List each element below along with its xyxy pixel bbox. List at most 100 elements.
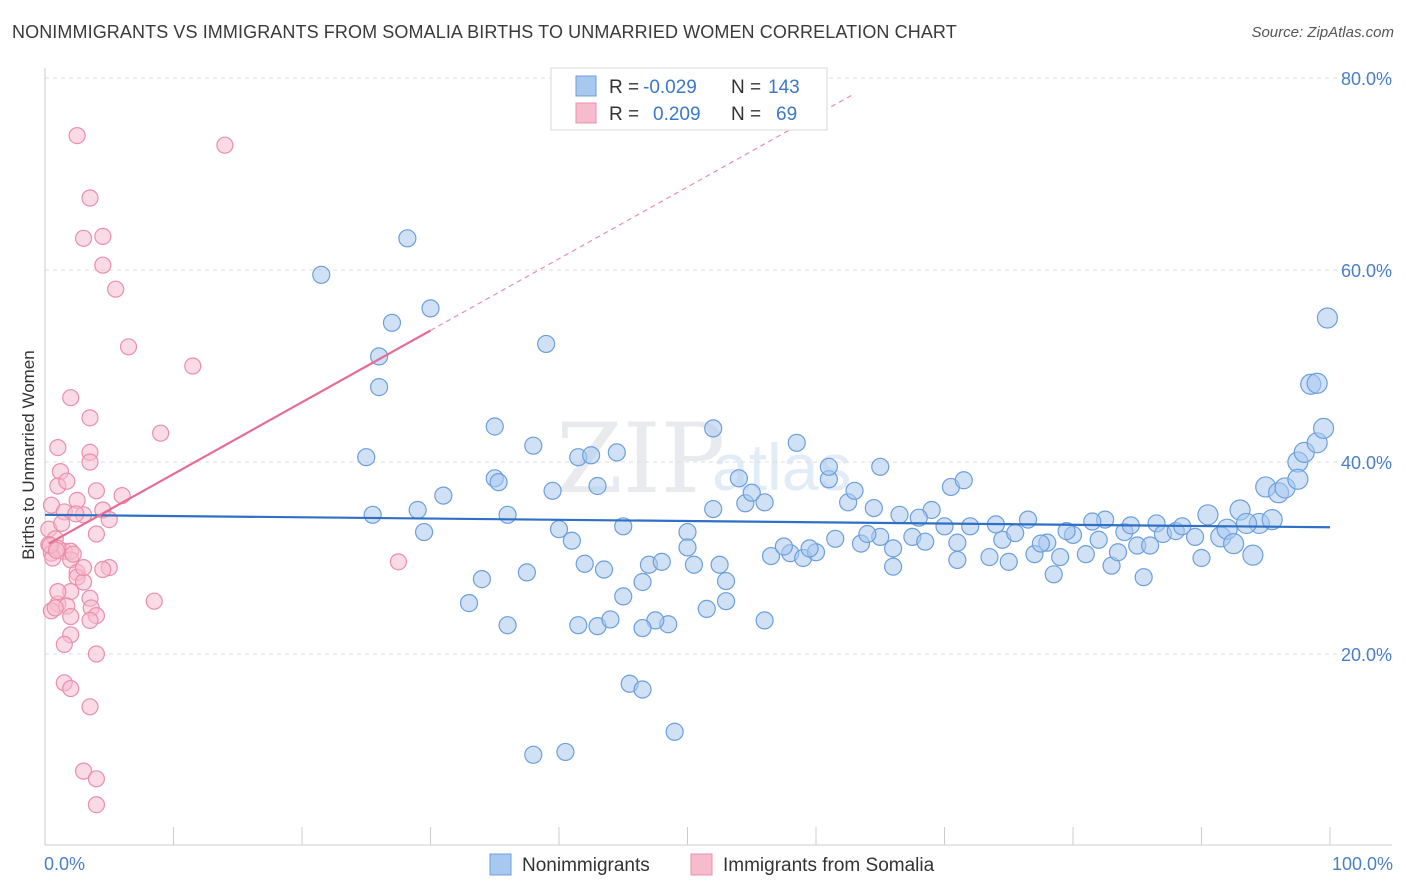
somalia-points bbox=[40, 127, 407, 814]
legend-n-label-1: N = bbox=[731, 77, 761, 98]
nonimmigrant-point-76 bbox=[1076, 545, 1095, 564]
somalia-point-54 bbox=[81, 698, 99, 716]
nonimmigrant-point-28 bbox=[459, 594, 479, 613]
somalia-point-9 bbox=[62, 389, 80, 407]
nonimmigrant-point-17 bbox=[543, 481, 562, 500]
nonimmigrant-point-83 bbox=[1134, 568, 1153, 587]
somalia-point-17 bbox=[87, 482, 106, 500]
nonimmigrant-point-13 bbox=[524, 436, 543, 455]
y-axis-label: Births to Unmarried Women bbox=[19, 350, 38, 559]
nonimmigrant-point-116 bbox=[948, 533, 967, 552]
nonimmigrant-point-7 bbox=[363, 505, 382, 524]
somalia-point-10 bbox=[81, 409, 99, 427]
nonimmigrant-point-114 bbox=[1031, 534, 1050, 553]
series-label-nonimmigrants: Nonimmigrants bbox=[522, 855, 650, 876]
nonimmigrant-point-61 bbox=[935, 517, 954, 536]
somalia-point-4 bbox=[94, 227, 112, 245]
nonimmigrant-point-134 bbox=[556, 742, 575, 762]
somalia-point-11 bbox=[152, 424, 170, 442]
nonimmigrant-point-24 bbox=[614, 517, 633, 536]
nonimmigrant-point-1 bbox=[398, 229, 417, 248]
nonimmigrant-point-135 bbox=[524, 745, 543, 764]
nonimmigrant-point-6 bbox=[537, 334, 556, 354]
nonimmigrant-point-16 bbox=[498, 505, 517, 524]
nonimmigrant-point-73 bbox=[1044, 565, 1063, 584]
nonimmigrant-point-129 bbox=[633, 618, 652, 638]
nonimmigrant-point-138 bbox=[498, 616, 517, 635]
legend-r-value-2: 0.209 bbox=[653, 104, 701, 125]
nonimmigrant-point-117 bbox=[909, 508, 928, 527]
series-swatch-nonimmigrants bbox=[489, 853, 512, 876]
somalia-point-61 bbox=[46, 599, 64, 617]
nonimmigrant-point-37 bbox=[716, 571, 736, 591]
legend-r-label-2: R = bbox=[609, 104, 639, 125]
nonimmigrant-point-49 bbox=[819, 457, 838, 476]
nonimmigrant-point-22 bbox=[607, 443, 626, 462]
somalia-point-48 bbox=[81, 611, 99, 630]
somalia-point-58 bbox=[145, 592, 163, 610]
nonimmigrant-point-94 bbox=[1242, 544, 1264, 566]
y-tick-label-3: 80.0% bbox=[1341, 69, 1392, 89]
somalia-point-63 bbox=[58, 472, 76, 490]
nonimmigrant-point-10 bbox=[414, 522, 434, 542]
nonimmigrant-point-68 bbox=[999, 552, 1018, 571]
nonimmigrant-point-26 bbox=[517, 563, 536, 582]
nonimmigrant-point-136 bbox=[601, 610, 620, 629]
trend-lines bbox=[44, 93, 1331, 545]
nonimmigrant-point-77 bbox=[1089, 530, 1108, 549]
nonimmigrant-point-109 bbox=[1223, 532, 1245, 555]
y-tick-label-0: 20.0% bbox=[1341, 645, 1392, 665]
source-label: Source: ZipAtlas.com bbox=[1251, 24, 1394, 41]
nonimmigrant-point-59 bbox=[916, 532, 935, 551]
somalia-point-51 bbox=[87, 645, 106, 663]
somalia-trend-line bbox=[48, 329, 432, 545]
nonimmigrant-point-70 bbox=[1018, 510, 1038, 529]
somalia-point-1 bbox=[216, 136, 234, 154]
nonimmigrant-point-53 bbox=[864, 498, 883, 518]
somalia-point-5 bbox=[94, 256, 112, 274]
axes bbox=[44, 68, 1392, 846]
nonimmigrant-point-23 bbox=[588, 476, 607, 496]
somalia-point-12 bbox=[49, 439, 67, 457]
somalia-point-18 bbox=[113, 487, 131, 505]
nonimmigrant-point-133 bbox=[665, 722, 684, 741]
nonimmigrant-point-90 bbox=[1197, 504, 1219, 526]
nonimmigrant-point-80 bbox=[1108, 543, 1128, 562]
nonimmigrant-point-112 bbox=[1083, 512, 1102, 531]
nonimmigrant-point-84 bbox=[1140, 536, 1160, 555]
nonimmigrant-point-42 bbox=[729, 469, 749, 488]
series-swatch-somalia bbox=[690, 853, 713, 876]
somalia-point-59 bbox=[389, 553, 407, 571]
nonimmigrant-point-118 bbox=[883, 557, 903, 576]
nonimmigrant-point-39 bbox=[742, 483, 761, 502]
somalia-point-8 bbox=[184, 357, 202, 375]
y-tick-labels: 20.0% 40.0% 60.0% 80.0% bbox=[1341, 69, 1392, 665]
legend-n-label-2: N = bbox=[731, 104, 761, 125]
legend-swatch-blue bbox=[575, 75, 597, 97]
nonimmigrant-point-31 bbox=[652, 552, 671, 571]
legend-r-label-1: R = bbox=[609, 77, 639, 98]
nonimmigrant-point-57 bbox=[890, 505, 909, 524]
somalia-point-56 bbox=[87, 770, 106, 788]
somalia-point-50 bbox=[55, 635, 73, 654]
nonimmigrant-point-25 bbox=[575, 554, 594, 573]
nonimmigrant-point-107 bbox=[1261, 508, 1283, 531]
nonimmigrant-point-12 bbox=[485, 417, 504, 436]
chart-title: NONIMMIGRANTS VS IMMIGRANTS FROM SOMALIA… bbox=[12, 22, 957, 42]
somalia-point-37 bbox=[94, 560, 112, 579]
nonimmigrant-point-4 bbox=[421, 299, 440, 318]
nonimmigrant-point-119 bbox=[858, 524, 877, 544]
nonimmigrant-point-125 bbox=[697, 599, 716, 618]
nonimmigrant-point-56 bbox=[883, 539, 903, 558]
series-label-somalia: Immigrants from Somalia bbox=[723, 855, 935, 876]
somalia-point-14 bbox=[81, 453, 99, 471]
somalia-point-67 bbox=[67, 505, 85, 523]
nonimmigrant-point-104 bbox=[1306, 372, 1328, 394]
nonimmigrant-point-89 bbox=[1192, 548, 1211, 568]
nonimmigrant-point-108 bbox=[1235, 512, 1258, 535]
stats-legend: R = -0.029 N = 143 R = 0.209 N = 69 bbox=[550, 67, 828, 131]
somalia-point-3 bbox=[74, 229, 93, 247]
somalia-point-53 bbox=[62, 679, 80, 698]
nonimmigrant-point-0 bbox=[312, 265, 331, 284]
nonimmigrant-point-113 bbox=[1057, 522, 1076, 541]
